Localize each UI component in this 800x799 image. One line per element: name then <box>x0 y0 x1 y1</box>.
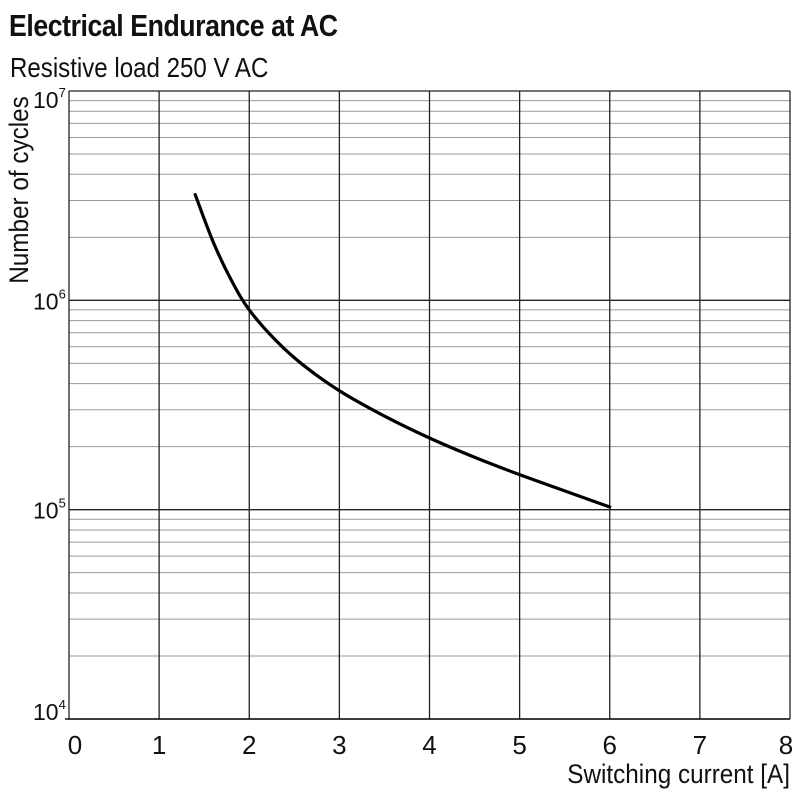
chart-title: Electrical Endurance at AC <box>9 8 338 43</box>
x-tick-label: 8 <box>779 730 793 760</box>
x-axis-label: Switching current [A] <box>567 760 790 789</box>
y-tick-label: 106 <box>33 286 66 314</box>
x-tick-label: 6 <box>603 730 617 760</box>
grid <box>65 90 791 720</box>
x-tick-label: 3 <box>332 730 346 760</box>
y-tick-label: 105 <box>33 496 66 524</box>
y-axis-label: Number of cycles <box>5 96 34 284</box>
series-group <box>193 192 612 509</box>
x-tick-label: 2 <box>242 730 256 760</box>
x-tick-label: 5 <box>512 730 526 760</box>
x-tick-label: 0 <box>68 730 82 760</box>
x-tick-labels: 0 1 2 3 4 5 6 7 8 <box>68 730 793 760</box>
y-tick-label: 104 <box>33 697 66 725</box>
y-tick-label: 107 <box>33 85 66 113</box>
y-tick-labels: 104 105 106 107 <box>33 85 66 725</box>
x-tick-label: 1 <box>152 730 166 760</box>
x-tick-label: 7 <box>693 730 707 760</box>
series-line <box>193 192 612 509</box>
x-tick-label: 4 <box>422 730 436 760</box>
chart-subtitle: Resistive load 250 V AC <box>10 52 269 83</box>
